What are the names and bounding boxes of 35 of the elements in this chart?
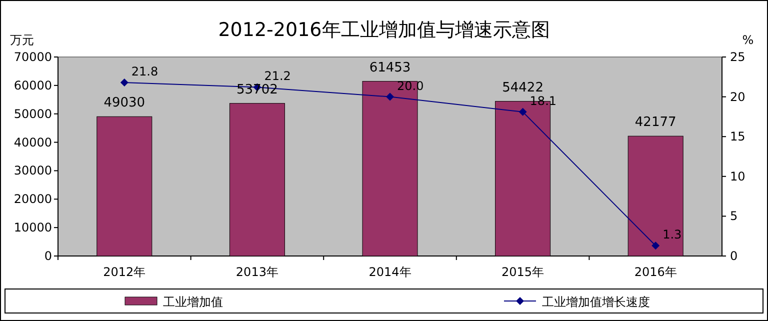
- data-label: 21.8: [131, 64, 158, 78]
- x-tick-label: 2014年: [368, 265, 412, 279]
- data-label: 21.2: [264, 69, 291, 84]
- x-tick-label: 2012年: [103, 265, 146, 279]
- x-tick-label: 2013年: [236, 265, 278, 279]
- y-tick-label: 40000: [14, 135, 52, 150]
- legend-label: 工业增加值增长速度: [542, 295, 650, 309]
- y-tick-label: 60000: [14, 78, 52, 92]
- y2-tick-label: 5: [730, 209, 738, 224]
- y-tick-label: 30000: [14, 164, 52, 178]
- point: [120, 78, 128, 86]
- data-label: 42177: [634, 115, 676, 130]
- y-tick-label: 70000: [14, 50, 52, 64]
- data-label: 54422: [502, 80, 544, 96]
- x-tick-label: 2016年: [634, 265, 677, 279]
- legend-label: 工业增加值: [163, 295, 223, 309]
- y2-tick-label: 15: [730, 130, 746, 144]
- y-tick-label: 10000: [14, 220, 52, 235]
- chart-title: 2012-2016年工业增加值与增速示意图: [218, 19, 550, 41]
- point: [652, 242, 660, 250]
- data-label: 1.3: [662, 228, 682, 242]
- x-tick-label: 2015年: [502, 265, 544, 279]
- data-label: 61453: [369, 60, 411, 76]
- y-tick-label: 0: [44, 249, 52, 263]
- y2-axis-title: %: [742, 33, 754, 47]
- y2-tick-label: 20: [730, 90, 746, 104]
- point: [518, 108, 527, 116]
- data-label: 49030: [104, 96, 146, 111]
- y-tick-label: 50000: [14, 106, 52, 121]
- point: [386, 92, 394, 101]
- y2-tick-label: 0: [730, 249, 738, 263]
- y-axis-title: 万元: [10, 33, 34, 47]
- y2-tick-label: 25: [730, 50, 746, 64]
- y2-tick-label: 10: [730, 169, 746, 184]
- y-tick-label: 20000: [14, 192, 52, 206]
